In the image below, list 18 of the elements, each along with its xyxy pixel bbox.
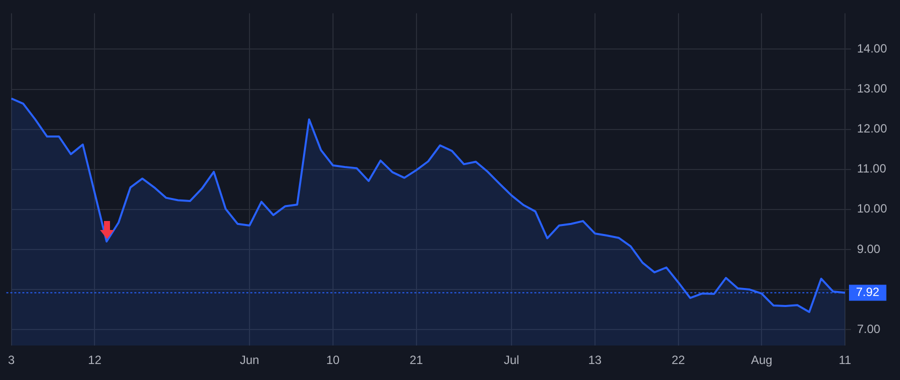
ref-line-label: 7.92 [856,285,880,300]
x-tick-label: 13 [588,353,602,368]
x-tick-label: 11 [838,353,852,368]
y-tick-label: 7.00 [857,322,881,336]
x-tick-label: Jun [240,353,260,368]
x-tick-label: Jul [504,353,520,368]
y-tick-label: 13.00 [857,82,888,96]
x-tick-label: 12 [88,353,102,368]
x-tick-label: 10 [326,353,340,368]
x-tick-label: Aug [750,353,772,368]
y-tick-label: 10.00 [857,202,888,216]
y-tick-label: 9.00 [857,242,881,256]
x-tick-label: 21 [410,353,424,368]
x-tick-label: 22 [672,353,686,368]
y-tick-label: 14.00 [857,42,888,56]
x-tick-label: 3 [8,353,15,368]
y-tick-label: 11.00 [857,162,886,176]
y-tick-label: 12.00 [857,122,888,136]
